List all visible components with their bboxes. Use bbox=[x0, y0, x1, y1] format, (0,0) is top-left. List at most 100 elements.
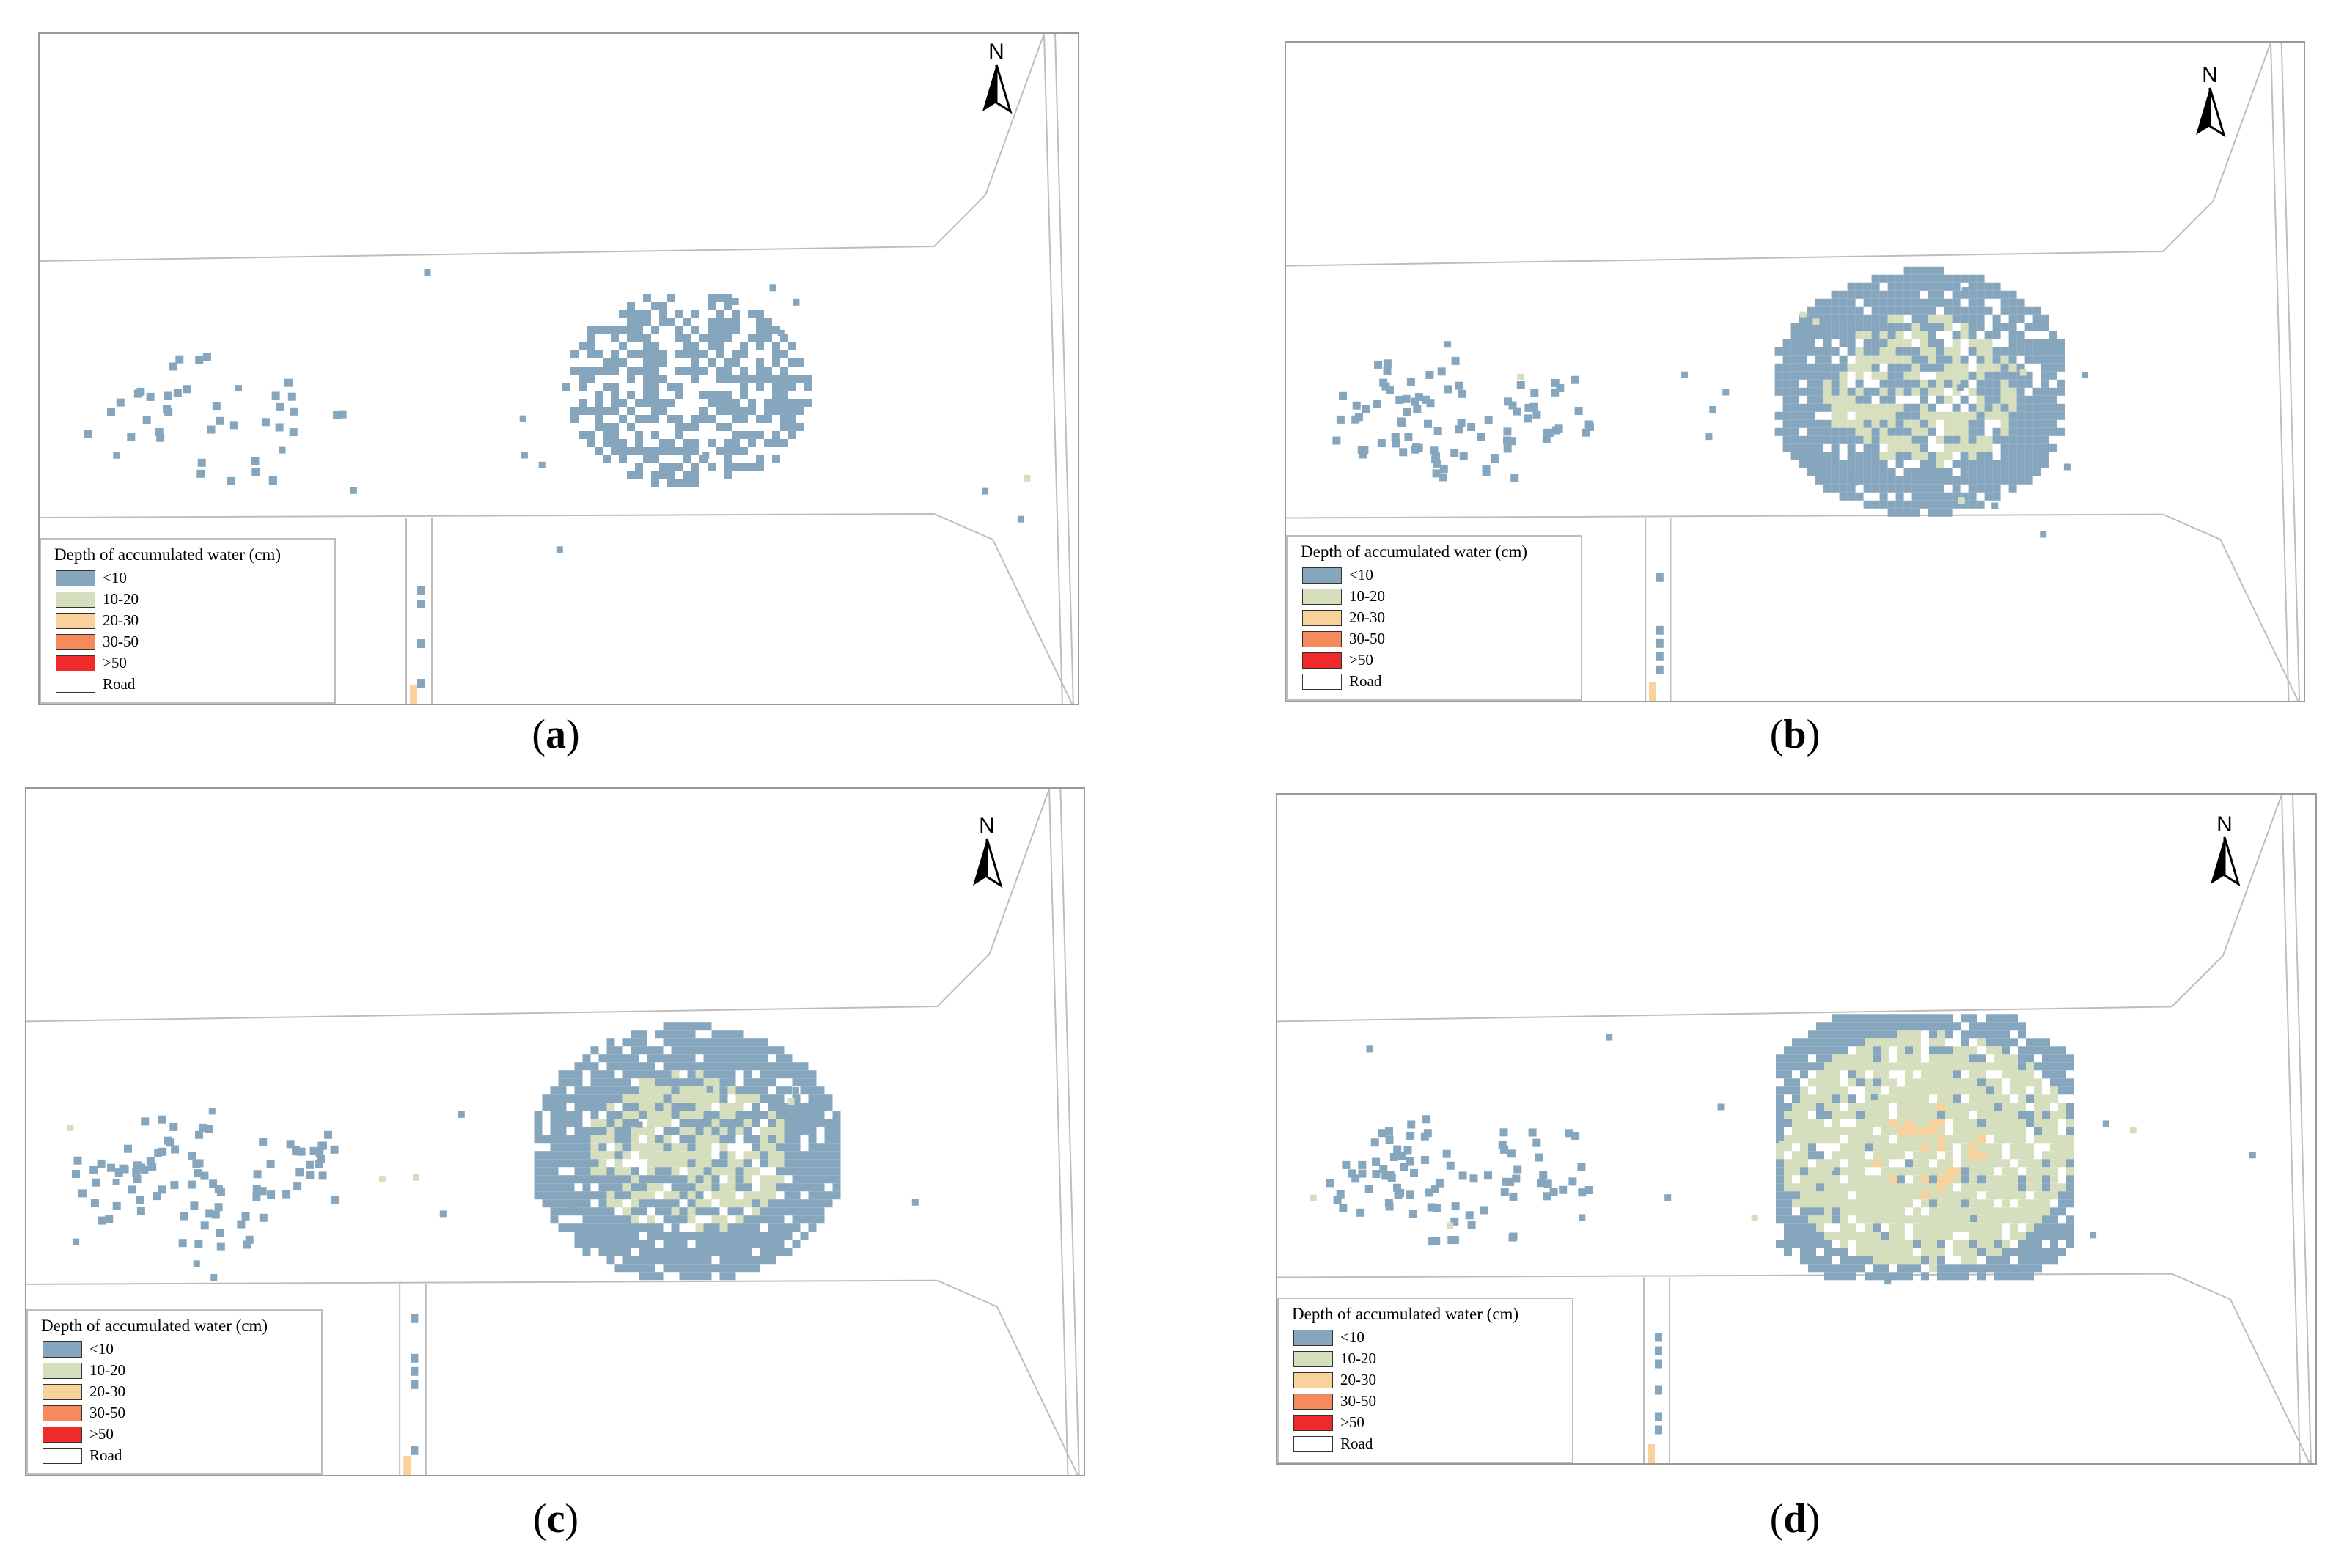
depth-cell bbox=[1953, 1191, 1961, 1200]
depth-cell bbox=[647, 1248, 655, 1256]
depth-cell bbox=[1807, 427, 1815, 436]
depth-cell bbox=[679, 1022, 688, 1031]
depth-cell bbox=[1986, 1159, 1994, 1168]
depth-cell bbox=[1873, 1207, 1881, 1216]
depth-cell bbox=[1364, 1185, 1373, 1193]
depth-cell bbox=[1831, 347, 1840, 356]
depth-cell bbox=[1848, 1223, 1856, 1232]
depth-cell bbox=[735, 1215, 744, 1224]
legend-swatch bbox=[1293, 1393, 1333, 1410]
depth-cell bbox=[663, 1207, 672, 1216]
depth-cell bbox=[521, 452, 528, 459]
depth-cell bbox=[1840, 1264, 1848, 1273]
depth-cell bbox=[1816, 1151, 1824, 1160]
depth-cell bbox=[1944, 298, 1953, 307]
depth-cell bbox=[752, 1240, 760, 1248]
depth-cell bbox=[574, 1062, 583, 1071]
road-line bbox=[1277, 795, 2282, 1023]
depth-cell bbox=[768, 1248, 776, 1256]
depth-cell bbox=[1994, 1240, 2002, 1248]
depth-cell bbox=[627, 391, 635, 399]
depth-cell bbox=[534, 1151, 543, 1160]
depth-cell bbox=[2024, 452, 2033, 460]
depth-cell bbox=[647, 1199, 655, 1208]
depth-cell bbox=[2010, 1191, 2018, 1200]
depth-cell bbox=[611, 447, 619, 455]
depth-cell bbox=[2010, 1223, 2018, 1232]
depth-cell bbox=[1961, 1030, 1969, 1039]
depth-cell bbox=[2042, 1046, 2050, 1055]
depth-cell bbox=[1960, 500, 1969, 509]
depth-cell bbox=[1535, 1153, 1543, 1162]
depth-cell bbox=[1848, 1183, 1856, 1192]
depth-cell bbox=[2066, 1232, 2074, 1240]
depth-cell bbox=[2042, 1038, 2050, 1047]
depth-cell bbox=[1784, 1078, 1792, 1087]
depth-cell bbox=[614, 1054, 623, 1063]
depth-cell bbox=[732, 318, 740, 326]
depth-cell bbox=[699, 367, 708, 375]
depth-cell bbox=[1873, 1272, 1881, 1281]
depth-cell bbox=[1977, 1103, 1986, 1111]
depth-cell bbox=[2058, 1223, 2066, 1232]
depth-cell bbox=[1815, 427, 1823, 436]
depth-cell bbox=[598, 1207, 607, 1216]
depth-cell bbox=[683, 455, 691, 463]
depth-cell bbox=[252, 1185, 261, 1193]
depth-cell bbox=[1792, 1191, 1800, 1200]
depth-cell bbox=[598, 1094, 607, 1103]
depth-cell bbox=[1945, 1175, 1953, 1184]
depth-cell bbox=[1484, 416, 1493, 424]
depth-cell bbox=[1921, 1248, 1929, 1256]
depth-cell bbox=[1952, 363, 1961, 372]
depth-cell bbox=[1969, 1240, 1977, 1248]
depth-cell bbox=[542, 1151, 551, 1160]
depth-cell bbox=[695, 1159, 704, 1168]
depth-cell bbox=[675, 431, 683, 439]
depth-cell bbox=[2090, 1232, 2097, 1239]
depth-cell bbox=[1871, 363, 1880, 372]
depth-cell bbox=[136, 387, 145, 396]
depth-cell bbox=[1776, 1086, 1784, 1095]
depth-cell bbox=[1897, 1094, 1905, 1103]
depth-cell bbox=[214, 1185, 223, 1193]
depth-cell bbox=[227, 476, 235, 485]
depth-cell bbox=[1897, 1054, 1905, 1063]
depth-cell bbox=[1928, 314, 1936, 323]
depth-cell bbox=[1897, 1232, 1905, 1240]
depth-cell bbox=[1824, 1232, 1832, 1240]
depth-cell bbox=[1945, 1223, 1953, 1232]
depth-cell bbox=[574, 1175, 583, 1184]
depth-cell bbox=[1532, 1138, 1541, 1147]
depth-cell bbox=[2249, 1152, 2256, 1159]
depth-cell bbox=[1968, 460, 1977, 468]
depth-cell bbox=[1839, 492, 1848, 501]
depth-cell bbox=[606, 1103, 615, 1111]
depth-cell bbox=[724, 334, 732, 342]
depth-cell bbox=[606, 1151, 615, 1160]
depth-cell bbox=[619, 358, 627, 367]
depth-cell bbox=[1936, 339, 1944, 347]
depth-cell bbox=[687, 1167, 696, 1176]
depth-cell bbox=[2018, 1264, 2026, 1273]
depth-cell bbox=[534, 1119, 543, 1127]
depth-cell bbox=[169, 362, 177, 371]
depth-cell bbox=[1816, 1159, 1824, 1168]
depth-cell bbox=[675, 423, 683, 431]
depth-cell bbox=[1831, 411, 1840, 420]
depth-cell bbox=[619, 342, 627, 350]
depth-cell bbox=[2063, 463, 2071, 471]
depth-cell bbox=[703, 1127, 712, 1135]
depth-cell bbox=[1815, 298, 1823, 307]
depth-cell bbox=[1808, 1248, 1816, 1256]
depth-cell bbox=[768, 1119, 776, 1127]
depth-cell bbox=[2002, 1240, 2010, 1248]
depth-cell bbox=[2008, 476, 2017, 485]
depth-cell bbox=[631, 1046, 639, 1055]
depth-cell bbox=[1339, 391, 1347, 400]
depth-cell bbox=[1831, 290, 1840, 299]
depth-cell bbox=[727, 1199, 736, 1208]
depth-cell bbox=[708, 439, 716, 447]
depth-cell bbox=[1543, 1179, 1552, 1188]
depth-cell bbox=[2050, 1111, 2058, 1119]
